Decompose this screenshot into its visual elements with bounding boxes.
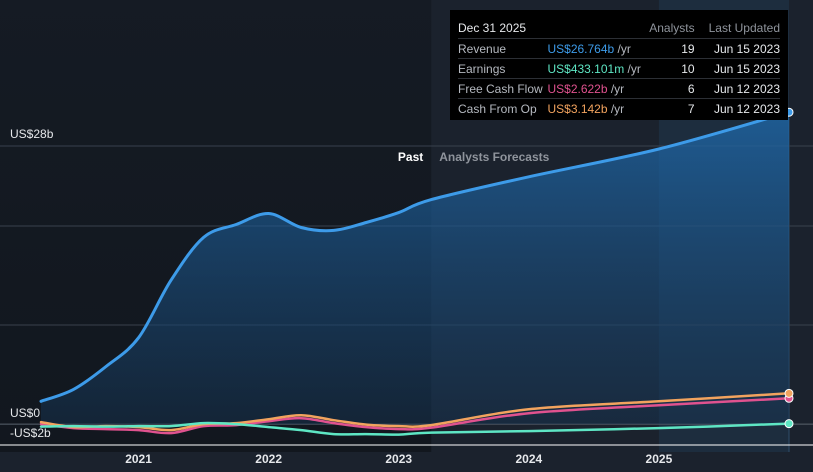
tooltip-analysts: 10 (646, 58, 705, 79)
x-tick-label: 2021 (125, 452, 152, 466)
y-tick-label: US$0 (10, 406, 40, 420)
x-tick-label: 2025 (646, 452, 673, 466)
tooltip-unit: /yr (607, 101, 625, 116)
tooltip-value: US$2.622b (547, 81, 608, 96)
tooltip-row-revenue: Revenue US$26.764b /yr 19 Jun 15 2023 (458, 38, 780, 59)
tooltip-col-updated: Last Updated (708, 21, 780, 35)
tooltip-updated: Jun 15 2023 (704, 58, 780, 79)
tooltip-col-analysts: Analysts (649, 21, 695, 35)
revenue-area (41, 112, 789, 425)
tooltip-date: Dec 31 2025 (458, 21, 527, 35)
tooltip-row-earnings: Earnings US$433.101m /yr 10 Jun 15 2023 (458, 58, 780, 79)
tooltip-value: US$3.142b (547, 101, 608, 116)
y-tick-label: -US$2b (10, 426, 51, 440)
series-end-dot-cash-from-op (784, 388, 794, 398)
tooltip-row-free-cash-flow: Free Cash Flow US$2.622b /yr 6 Jun 12 20… (458, 78, 780, 99)
tooltip-updated: Jun 12 2023 (704, 78, 780, 99)
tooltip-unit: /yr (624, 61, 641, 76)
tooltip-table: Dec 31 2025 Analysts Last Updated Revenu… (458, 18, 780, 118)
x-tick-label: 2023 (385, 452, 412, 466)
tooltip-value: US$433.101m (547, 61, 625, 76)
x-tick-label: 2022 (255, 452, 282, 466)
series-line-earnings (39, 421, 791, 436)
tooltip-label: Earnings (458, 58, 548, 79)
series-line-free-cash-flow (39, 397, 791, 435)
tooltip-analysts: 7 (646, 98, 705, 118)
tooltip-label: Cash From Op (458, 98, 548, 118)
tooltip-analysts: 6 (646, 78, 705, 99)
series-line-revenue (39, 110, 791, 403)
forecast-label: Analysts Forecasts (439, 150, 549, 164)
x-tick-label: 2024 (515, 452, 542, 466)
tooltip-row-cash-from-op: Cash From Op US$3.142b /yr 7 Jun 12 2023 (458, 98, 780, 118)
tooltip-updated: Jun 15 2023 (704, 38, 780, 59)
series-end-dot-earnings (784, 419, 794, 429)
tooltip-updated: Jun 12 2023 (704, 98, 780, 118)
past-label: Past (398, 150, 423, 164)
tooltip-value: US$26.764b (547, 41, 615, 56)
tooltip-analysts: 19 (646, 38, 705, 59)
y-tick-label: US$28b (10, 127, 54, 141)
tooltip-unit: /yr (614, 41, 631, 56)
tooltip-label: Revenue (458, 38, 548, 59)
tooltip-unit: /yr (607, 81, 625, 96)
data-tooltip: Dec 31 2025 Analysts Last Updated Revenu… (450, 10, 788, 120)
tooltip-label: Free Cash Flow (458, 78, 548, 99)
